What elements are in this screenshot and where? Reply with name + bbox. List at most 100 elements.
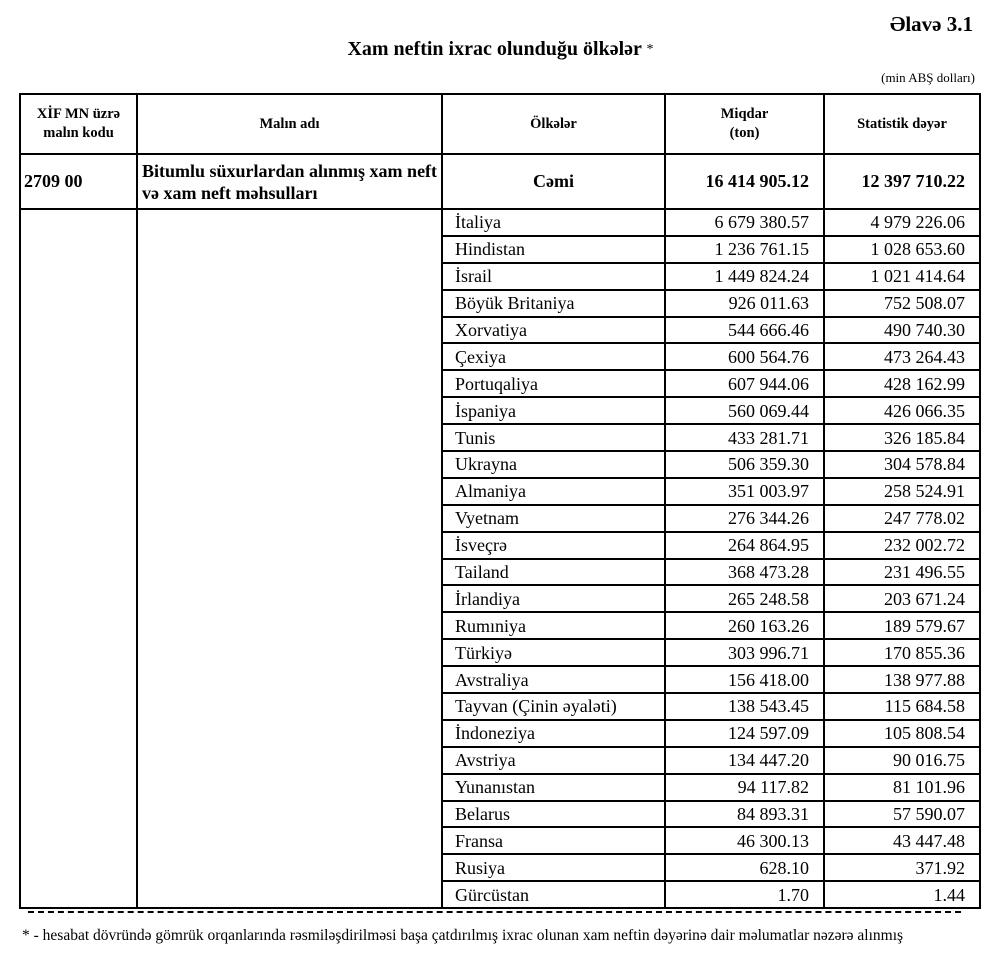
footnote: * - hesabat dövründə gömrük orqanlarında… xyxy=(22,927,904,944)
value-cell: 752 508.07 xyxy=(823,288,981,318)
table-row: Yunanıstan 94 117.82 81 101.96 xyxy=(20,772,981,802)
country-cell: İtaliya xyxy=(441,208,666,237)
quantity-cell: 544 666.46 xyxy=(664,315,825,345)
total-row: 2709 00 Bitumlu süxurlardan alınmış xam … xyxy=(19,153,981,210)
value-cell: 371.92 xyxy=(823,853,981,883)
quantity-cell: 46 300.13 xyxy=(664,826,825,856)
value-cell: 247 778.02 xyxy=(823,503,981,533)
quantity-cell: 607 944.06 xyxy=(664,369,825,399)
value-cell: 473 264.43 xyxy=(823,342,981,372)
table-row: İsrail 1 449 824.24 1 021 414.64 xyxy=(20,261,981,291)
value-cell: 43 447.48 xyxy=(823,826,981,856)
table-row: Almaniya 351 003.97 258 524.91 xyxy=(20,476,981,506)
header-code: XİF MN üzrə malın kodu xyxy=(19,93,138,155)
table-row: İspaniya 560 069.44 426 066.35 xyxy=(20,396,981,426)
title-footnote-mark: * xyxy=(646,42,654,57)
table-row: Böyük Britaniya 926 011.63 752 508.07 xyxy=(20,288,981,318)
quantity-cell: 124 597.09 xyxy=(664,718,825,748)
quantity-cell: 138 543.45 xyxy=(664,692,825,721)
header-value: Statistik dəyər xyxy=(823,93,981,155)
table-row: Çexiya 600 564.76 473 264.43 xyxy=(20,342,981,372)
country-cell: Avstraliya xyxy=(441,665,666,695)
table-row: Hindistan 1 236 761.15 1 028 653.60 xyxy=(20,234,981,264)
quantity-cell: 265 248.58 xyxy=(664,584,825,614)
title-text: Xam neftin ixrac olunduğu ölkələr xyxy=(347,38,642,60)
unit-label: (min ABŞ dolları) xyxy=(881,70,975,85)
country-cell: Türkiyə xyxy=(441,638,666,668)
quantity-cell: 156 418.00 xyxy=(664,665,825,695)
table-row: İndoneziya 124 597.09 105 808.54 xyxy=(20,718,981,748)
value-cell: 326 185.84 xyxy=(823,423,981,453)
value-cell: 490 740.30 xyxy=(823,315,981,345)
country-cell: Rusiya xyxy=(441,853,666,883)
country-cell: İndoneziya xyxy=(441,718,666,748)
header-product: Malın adı xyxy=(136,93,443,155)
table-row: Rusiya 628.10 371.92 xyxy=(20,853,981,883)
country-cell: Fransa xyxy=(441,826,666,856)
header-row: XİF MN üzrə malın kodu Malın adı Ölkələr… xyxy=(19,93,981,155)
quantity-cell: 433 281.71 xyxy=(664,423,825,453)
value-cell: 105 808.54 xyxy=(823,718,981,748)
value-cell: 4 979 226.06 xyxy=(823,208,981,237)
quantity-cell: 351 003.97 xyxy=(664,476,825,506)
header-countries: Ölkələr xyxy=(441,93,666,155)
quantity-cell: 1 449 824.24 xyxy=(664,261,825,291)
country-cell: Tailand xyxy=(441,557,666,587)
value-cell: 304 578.84 xyxy=(823,450,981,479)
total-label: Cəmi xyxy=(441,153,666,210)
quantity-cell: 506 359.30 xyxy=(664,450,825,479)
value-cell: 189 579.67 xyxy=(823,611,981,641)
quantity-cell: 628.10 xyxy=(664,853,825,883)
value-cell: 203 671.24 xyxy=(823,584,981,614)
table-row: İrlandiya 265 248.58 203 671.24 xyxy=(20,584,981,614)
country-cell: Çexiya xyxy=(441,342,666,372)
quantity-cell: 84 893.31 xyxy=(664,799,825,829)
table-row: Belarus 84 893.31 57 590.07 xyxy=(20,799,981,829)
value-cell: 90 016.75 xyxy=(823,745,981,775)
value-cell: 231 496.55 xyxy=(823,557,981,587)
value-cell: 428 162.99 xyxy=(823,369,981,399)
country-cell: Tunis xyxy=(441,423,666,453)
country-cell: İspaniya xyxy=(441,396,666,426)
country-cell: Ukrayna xyxy=(441,450,666,479)
table-row: Vyetnam 276 344.26 247 778.02 xyxy=(20,503,981,533)
country-cell: Belarus xyxy=(441,799,666,829)
value-cell: 232 002.72 xyxy=(823,530,981,560)
country-cell: Hindistan xyxy=(441,234,666,264)
quantity-cell: 94 117.82 xyxy=(664,772,825,802)
value-cell: 115 684.58 xyxy=(823,692,981,721)
empty-product-cell xyxy=(136,207,443,910)
country-cell: Xorvatiya xyxy=(441,315,666,345)
export-table: XİF MN üzrə malın kodu Malın adı Ölkələr… xyxy=(19,93,981,910)
quantity-cell: 1.70 xyxy=(664,880,825,910)
table-row: İtaliya 6 679 380.57 4 979 226.06 xyxy=(19,207,981,910)
total-quantity: 16 414 905.12 xyxy=(664,153,825,210)
header-quantity: Miqdar (ton) xyxy=(664,93,825,155)
quantity-cell: 260 163.26 xyxy=(664,611,825,641)
country-cell: Portuqaliya xyxy=(441,369,666,399)
empty-code-cell xyxy=(19,207,138,910)
table-row: Rumıniya 260 163.26 189 579.67 xyxy=(20,611,981,641)
table-row: Xorvatiya 544 666.46 490 740.30 xyxy=(20,315,981,345)
table-row: Türkiyə 303 996.71 170 855.36 xyxy=(20,638,981,668)
quantity-cell: 600 564.76 xyxy=(664,342,825,372)
table-row: Ukrayna 506 359.30 304 578.84 xyxy=(20,450,981,479)
value-cell: 170 855.36 xyxy=(823,638,981,668)
table-row: Portuqaliya 607 944.06 428 162.99 xyxy=(20,369,981,399)
value-cell: 81 101.96 xyxy=(823,772,981,802)
table-row: Tunis 433 281.71 326 185.84 xyxy=(20,423,981,453)
table-row: Tayvan (Çinin əyaləti) 138 543.45 115 684.… xyxy=(20,692,981,721)
country-cell: Böyük Britaniya xyxy=(441,288,666,318)
value-cell: 57 590.07 xyxy=(823,799,981,829)
table-row: Avstriya 134 447.20 90 016.75 xyxy=(20,745,981,775)
country-cell: Gürcüstan xyxy=(441,880,666,910)
quantity-cell: 926 011.63 xyxy=(664,288,825,318)
quantity-cell: 134 447.20 xyxy=(664,745,825,775)
table-row: Avstraliya 156 418.00 138 977.88 xyxy=(20,665,981,695)
country-cell: İsveçrə xyxy=(441,530,666,560)
total-value: 12 397 710.22 xyxy=(823,153,981,210)
country-cell: İrlandiya xyxy=(441,584,666,614)
quantity-cell: 368 473.28 xyxy=(664,557,825,587)
total-product: Bitumlu süxurlardan alınmış xam neft və … xyxy=(136,153,443,210)
annex-label: Əlavə 3.1 xyxy=(889,12,973,36)
